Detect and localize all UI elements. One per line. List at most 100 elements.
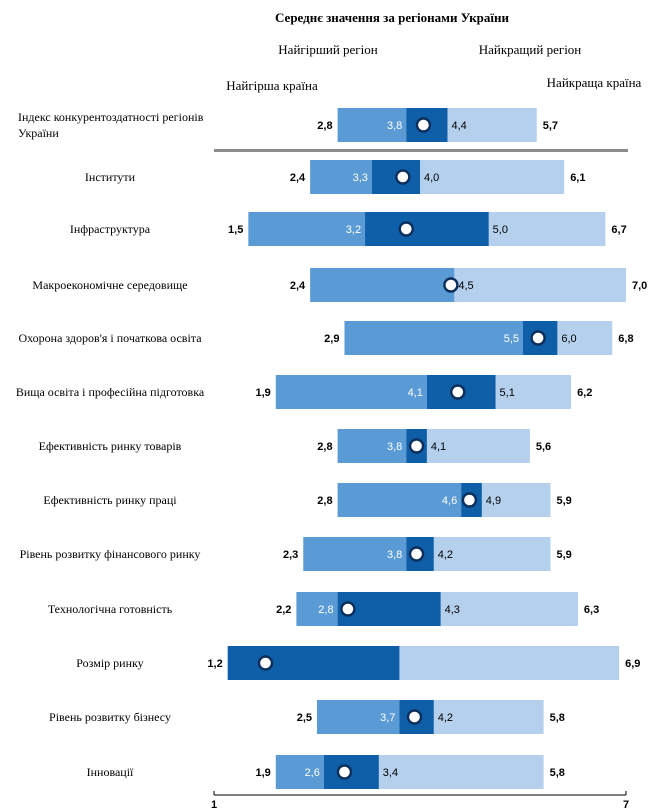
indicator-row: Розмір ринку 1,2 6,9: [76, 646, 640, 680]
indicator-row: Індекс конкурентоздатності регіонів Украї…: [18, 108, 628, 152]
indicator-row: Ефективність ринку товарів 2,8 3,8 4,1 5,6: [39, 429, 551, 463]
value-label-worst-region: 3,8: [387, 441, 402, 453]
range-bar-medium: [310, 160, 372, 194]
category-label: Технологічна готовність: [48, 602, 173, 616]
indicator-row: Охорона здоров'я і початкова освіта 2,9 5,…: [18, 321, 634, 355]
x-tick-label: 1: [211, 799, 217, 811]
category-label: Розмір ринку: [76, 656, 143, 670]
legend-worst-region: Найгірший регіон: [278, 42, 377, 57]
value-label-best-region: 6,0: [561, 333, 576, 345]
range-bar-dark: [227, 646, 400, 680]
range-bar-medium: [337, 108, 407, 142]
average-marker: [408, 438, 425, 454]
category-label: Рівень розвитку фінансового ринку: [20, 547, 201, 561]
indicator-row: Технологічна готовність 2,2 2,8 4,3 6,3: [48, 592, 599, 626]
value-label-worst-country: 1,5: [228, 224, 243, 236]
value-label-worst-region: 4,1: [408, 387, 423, 399]
value-label-best-region: 4,1: [431, 441, 446, 453]
value-label-worst-region: 2,8: [318, 604, 333, 616]
indicator-row: Вища освіта і професійна підготовка 1,9 4,…: [16, 375, 592, 409]
value-label-best-country: 7,0: [632, 280, 647, 292]
value-label-best-country: 6,7: [611, 224, 626, 236]
average-marker: [443, 277, 459, 293]
value-label-worst-country: 1,9: [256, 387, 271, 399]
value-label-best-region: 5,0: [493, 224, 508, 236]
value-label-best-country: 5,6: [536, 441, 551, 453]
value-label-best-country: 5,9: [556, 495, 571, 507]
average-marker: [530, 330, 546, 346]
value-label-best-region: 4,3: [445, 604, 460, 616]
average-marker: [406, 709, 423, 725]
index-separator-line: [214, 149, 628, 152]
range-bar-medium: [275, 375, 427, 409]
range-bar-dark: [365, 212, 489, 246]
value-label-best-country: 5,8: [550, 712, 565, 724]
range-bar-medium: [296, 592, 338, 626]
indicator-row: Ефективність ринку праці 2,8 4,6 4,9 5,9: [43, 483, 572, 517]
value-label-best-region: 4,0: [424, 172, 439, 184]
average-marker: [395, 169, 411, 185]
value-label-best-country: 6,9: [625, 658, 640, 670]
range-bar-medium: [310, 268, 455, 302]
value-label-best-region: 4,2: [438, 549, 453, 561]
value-label-worst-country: 2,4: [290, 280, 306, 292]
value-label-worst-region: 4,6: [442, 495, 457, 507]
value-label-best-country: 5,9: [556, 549, 571, 561]
category-label: Інновації: [87, 765, 134, 779]
value-label-best-region: 4,2: [438, 712, 453, 724]
value-label-best-country: 6,3: [584, 604, 599, 616]
value-label-worst-region: 2,6: [305, 767, 320, 779]
value-label-worst-country: 1,2: [207, 658, 222, 670]
value-label-worst-region: 3,8: [387, 549, 402, 561]
value-label-best-region: 5,1: [500, 387, 515, 399]
value-label-worst-country: 2,8: [317, 495, 332, 507]
category-label: Ефективність ринку праці: [43, 493, 177, 507]
range-bar-medium: [337, 429, 407, 463]
legend-worst-country: Найгірша країна: [226, 78, 318, 93]
value-label-best-region: 4,5: [458, 280, 473, 292]
value-label-best-country: 5,8: [550, 767, 565, 779]
value-label-worst-country: 1,9: [256, 767, 271, 779]
value-label-worst-region: 3,8: [387, 120, 402, 132]
category-label: Макроекономічне середовище: [32, 278, 187, 292]
value-label-best-region: 4,4: [451, 120, 466, 132]
category-label: Охорона здоров'я і початкова освіта: [18, 331, 202, 345]
value-label-best-country: 6,8: [618, 333, 633, 345]
x-tick-label: 7: [623, 799, 629, 811]
value-label-worst-country: 2,9: [324, 333, 339, 345]
range-bar-medium: [317, 700, 400, 734]
range-bar-medium: [344, 321, 523, 355]
indicator-row: Інститути 2,4 3,3 4,0 6,1: [85, 160, 585, 194]
category-label: Вища освіта і професійна підготовка: [16, 385, 205, 399]
value-label-worst-country: 2,5: [297, 712, 312, 724]
value-label-worst-country: 2,3: [283, 549, 298, 561]
value-label-worst-region: 3,7: [380, 712, 395, 724]
indicator-row: Інновації 1,9 2,6 3,4 5,8: [87, 755, 565, 789]
range-bar-light: [454, 268, 626, 302]
average-marker: [257, 655, 274, 671]
average-marker: [340, 601, 356, 617]
legend-best-country: Найкраща країна: [547, 75, 642, 90]
value-label-worst-region: 3,2: [346, 224, 361, 236]
value-label-best-region: 3,4: [383, 767, 398, 779]
range-bar-medium: [337, 483, 462, 517]
legend-best-region: Найкращий регіон: [479, 42, 582, 57]
average-marker: [336, 764, 353, 780]
average-marker: [461, 492, 478, 508]
range-bar-medium: [303, 537, 407, 571]
average-marker: [398, 221, 414, 237]
value-label-worst-country: 2,8: [317, 441, 332, 453]
indicator-row: Рівень розвитку фінансового ринку 2,3 3,8 4…: [20, 537, 572, 571]
value-label-best-region: 4,9: [486, 495, 501, 507]
value-label-worst-country: 2,4: [290, 172, 306, 184]
category-label: Інфраструктура: [70, 222, 151, 236]
category-label: Інститути: [85, 170, 136, 184]
average-marker: [450, 384, 466, 400]
value-label-worst-country: 2,2: [276, 604, 291, 616]
indicator-row: Рівень розвитку бізнесу 2,5 3,7 4,2 5,8: [49, 700, 565, 734]
category-label: Ефективність ринку товарів: [39, 439, 182, 453]
indicator-row: Інфраструктура 1,5 3,2 5,0 6,7: [70, 212, 627, 246]
